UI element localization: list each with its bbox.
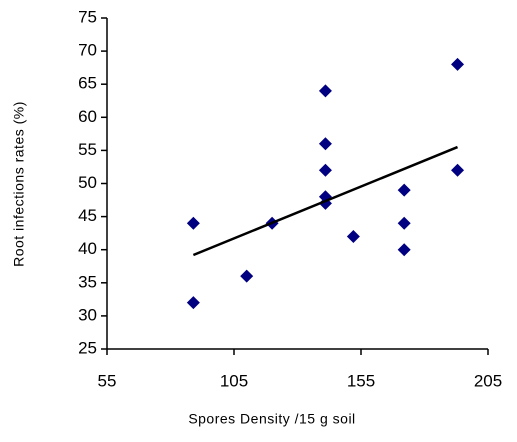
y-axis-label: Root infections rates (%) — [11, 101, 27, 267]
x-tick-label: 155 — [347, 371, 375, 390]
y-tick-label: 40 — [78, 239, 97, 258]
point — [186, 296, 200, 310]
point — [318, 137, 332, 151]
point — [451, 163, 465, 177]
y-tick-label: 55 — [78, 140, 97, 159]
x-tick-label: 55 — [98, 371, 117, 390]
point — [186, 216, 200, 230]
point — [397, 183, 411, 197]
point — [397, 216, 411, 230]
y-tick-label: 35 — [78, 272, 97, 291]
y-tick-label: 25 — [78, 338, 97, 357]
point — [346, 229, 360, 243]
point — [318, 163, 332, 177]
y-tick-label: 50 — [78, 173, 97, 192]
y-tick-label: 30 — [78, 305, 97, 324]
trendline — [192, 145, 458, 257]
point — [451, 57, 465, 71]
x-tick-label: 205 — [474, 371, 502, 390]
x-axis-label: Spores Density /15 g soil — [188, 411, 355, 427]
point — [318, 84, 332, 98]
y-tick-label: 75 — [78, 7, 97, 26]
point — [240, 269, 254, 283]
y-tick-label: 60 — [78, 107, 97, 126]
x-tick-label: 105 — [220, 371, 248, 390]
y-tick-label: 45 — [78, 206, 97, 225]
point — [397, 243, 411, 257]
y-tick-label: 70 — [78, 41, 97, 60]
y-tick-label: 65 — [78, 74, 97, 93]
